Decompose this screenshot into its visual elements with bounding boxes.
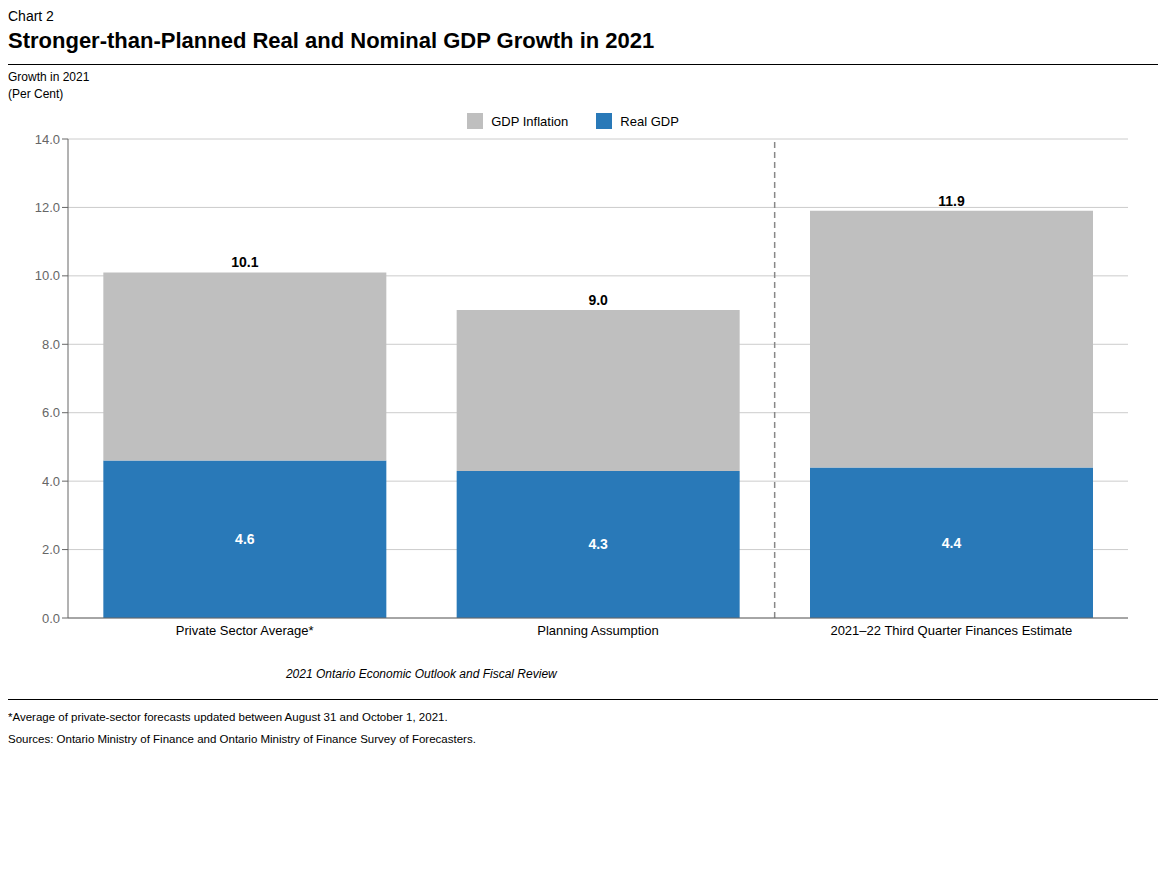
svg-text:2021–22 Third Quarter Finances: 2021–22 Third Quarter Finances Estimate — [830, 623, 1072, 638]
html-text:Chart 2: Chart 2 — [8, 8, 54, 24]
svg-text:10.0: 10.0 — [35, 268, 60, 283]
html-text:GDP Inflation: GDP Inflation — [491, 113, 569, 129]
svg-text:14.0: 14.0 — [35, 132, 60, 147]
svg-text:4.6: 4.6 — [235, 531, 255, 547]
svg-text:Planning Assumption: Planning Assumption — [537, 623, 658, 638]
html-text:Real GDP: Real GDP — [620, 113, 679, 129]
svg-text:6.0: 6.0 — [42, 405, 60, 420]
svg-text:8.0: 8.0 — [42, 337, 60, 352]
svg-text:0.0: 0.0 — [42, 611, 60, 626]
html-text:*Average of private-sector for: *Average of private-sector forecasts upd… — [8, 711, 448, 723]
html-text:Sources: Ontario Ministry of F: Sources: Ontario Ministry of Finance and… — [8, 733, 476, 745]
html-text:(Per Cent): (Per Cent) — [8, 87, 64, 101]
svg-text:12.0: 12.0 — [35, 200, 60, 215]
html-text:Stronger-than-Planned Real and: Stronger-than-Planned Real and Nominal G… — [8, 28, 655, 53]
svg-text:Private Sector Average*: Private Sector Average* — [176, 623, 314, 638]
html-text:Growth in 2021: Growth in 2021 — [8, 70, 90, 84]
svg-text:4.4: 4.4 — [942, 535, 962, 551]
svg-text:10.1: 10.1 — [231, 254, 258, 270]
html-text:2021 Ontario Economic Outlook: 2021 Ontario Economic Outlook and Fiscal… — [285, 667, 557, 681]
svg-text:11.9: 11.9 — [938, 193, 965, 209]
svg-text:2.0: 2.0 — [42, 542, 60, 557]
svg-text:4.3: 4.3 — [588, 536, 608, 552]
svg-text:4.0: 4.0 — [42, 474, 60, 489]
svg-text:9.0: 9.0 — [588, 292, 608, 308]
